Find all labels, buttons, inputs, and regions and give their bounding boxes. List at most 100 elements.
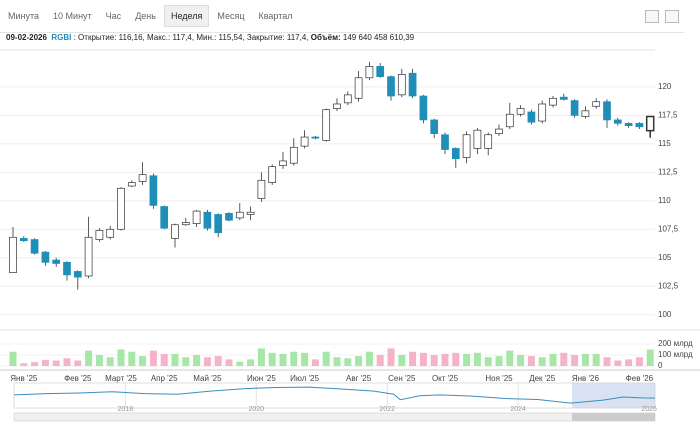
- volume-bar: [614, 360, 622, 366]
- volume-bar: [355, 356, 363, 366]
- x-tick-label: Дек '25: [529, 374, 556, 383]
- x-tick-label: Май '25: [193, 374, 222, 383]
- volume-bar: [203, 357, 211, 366]
- candle-body: [527, 111, 536, 123]
- volume-bar: [484, 357, 492, 366]
- volume-bar: [322, 351, 330, 366]
- volume-bar: [473, 352, 481, 366]
- candle-body: [559, 96, 568, 100]
- tab[interactable]: Месяц: [217, 11, 245, 21]
- chart-type-icon[interactable]: [645, 10, 659, 23]
- x-tick-label: Апр '25: [151, 374, 178, 383]
- x-tick-label: Ноя '25: [485, 374, 513, 383]
- tab[interactable]: 10 Минут: [53, 11, 92, 21]
- volume-bar: [463, 353, 471, 366]
- scrollbar-thumb[interactable]: [572, 413, 655, 421]
- x-tick-label: Янв '26: [572, 374, 600, 383]
- volume-bar: [419, 352, 427, 366]
- y-tick-label: 120: [658, 82, 672, 91]
- volume-bar: [41, 359, 49, 366]
- y-tick-label: 107,5: [658, 224, 679, 233]
- candle-type-icon[interactable]: [665, 10, 679, 23]
- candle-body: [505, 113, 514, 128]
- x-tick-label: Фев '26: [626, 374, 654, 383]
- x-tick-label: Июл '25: [290, 374, 319, 383]
- volume-tick-label: 0: [658, 361, 663, 370]
- navigator-line: [13, 386, 656, 404]
- volume-bar: [193, 355, 201, 366]
- volume-bar: [592, 353, 600, 366]
- candle-body: [127, 182, 136, 187]
- x-tick-label: Сен '25: [388, 374, 416, 383]
- tab[interactable]: Квартал: [258, 11, 293, 21]
- candle-body: [473, 129, 482, 149]
- volume-bar: [506, 350, 514, 366]
- candle-body: [19, 238, 28, 242]
- volume-bar: [85, 350, 93, 366]
- scrollbar[interactable]: [13, 412, 656, 422]
- volume-bar: [344, 358, 352, 366]
- tab[interactable]: Минута: [8, 11, 40, 21]
- candle-body: [592, 101, 601, 107]
- candle-body: [613, 119, 622, 124]
- ticker: RGBI: [51, 33, 72, 42]
- candle-body: [441, 134, 449, 150]
- candle-body: [570, 100, 579, 116]
- candle-body: [376, 66, 385, 77]
- navigator-tick-label: 2024: [510, 406, 526, 413]
- tab[interactable]: День: [135, 11, 156, 21]
- ohlc-text: : Открытие: 116,16, Макс.: 117,4, Мин.: …: [73, 33, 309, 42]
- volume-label: Объём:: [310, 33, 341, 42]
- navigator-tick-label: 2026: [641, 406, 657, 413]
- x-tick-label: Фев '25: [64, 374, 92, 383]
- candle-body: [300, 136, 309, 147]
- y-tick-label: 117,5: [658, 110, 678, 119]
- navigator-selection[interactable]: [572, 383, 655, 408]
- volume-bar: [95, 355, 103, 366]
- candle-body: [419, 95, 428, 121]
- volume-bar: [549, 353, 557, 366]
- x-tick-label: Март '25: [105, 374, 137, 383]
- navigator-frame: [13, 382, 656, 409]
- candle-body: [30, 239, 39, 254]
- tab[interactable]: Неделя: [163, 5, 210, 27]
- y-tick-label: 115: [658, 139, 671, 148]
- volume-bar: [171, 353, 179, 366]
- candle-body: [430, 119, 439, 134]
- candle-body: [408, 72, 417, 97]
- candle-body: [365, 66, 374, 79]
- date: 09-02-2026: [6, 33, 47, 42]
- candle-body: [603, 101, 611, 121]
- volume-bar: [225, 359, 233, 366]
- volume-bar: [160, 353, 168, 366]
- candle-body: [387, 76, 395, 97]
- volume-bar: [635, 357, 643, 366]
- volume-bar: [517, 355, 525, 366]
- volume-bar: [365, 351, 373, 366]
- volume-bar: [571, 355, 579, 366]
- x-tick-label: Янв '25: [10, 374, 38, 383]
- volume-bar: [139, 356, 147, 366]
- candle-body: [225, 213, 233, 221]
- volume-tick-label: 100 млрд: [658, 350, 693, 359]
- candle-body: [635, 123, 644, 128]
- volume-bar: [74, 360, 82, 366]
- volume-bar: [409, 351, 417, 366]
- y-tick-label: 105: [658, 253, 672, 262]
- candle-body: [73, 271, 82, 278]
- candle-body: [257, 179, 266, 199]
- candle-body: [149, 175, 158, 206]
- tab[interactable]: Час: [105, 11, 122, 21]
- navigator-tick-label: 2022: [379, 406, 395, 413]
- candle-body: [9, 236, 17, 273]
- toolbar: Минута 10 Минут Час День Неделя Месяц Квартал: [0, 0, 684, 33]
- candle-body: [160, 206, 169, 229]
- candle-body: [235, 211, 244, 219]
- volume-bar: [430, 355, 438, 366]
- volume-bar: [527, 356, 535, 366]
- volume-bar: [538, 357, 546, 366]
- x-tick-label: Окт '25: [432, 374, 459, 383]
- x-tick-label: Июн '25: [247, 374, 276, 383]
- candle-body: [624, 123, 633, 126]
